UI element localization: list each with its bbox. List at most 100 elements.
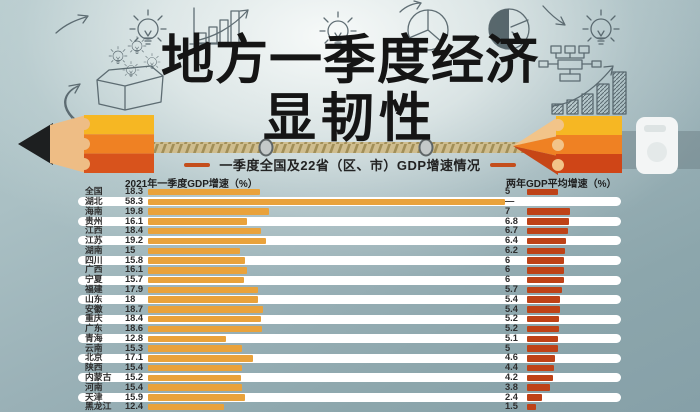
page-title-line2: 显韧性: [263, 89, 437, 148]
row-highlight-pill: [78, 353, 621, 363]
q1-bar: [148, 218, 247, 225]
province-label: 青海: [85, 332, 103, 343]
q1-bar: [148, 394, 246, 401]
chart-row: 安徽 18.7 5.4: [0, 303, 700, 315]
two-year-value-label: 2.4: [505, 391, 518, 402]
two-year-bar: [527, 316, 559, 323]
two-year-value-label: 5: [505, 342, 511, 353]
q1-value-label: 15.4: [125, 362, 144, 373]
two-year-bar: [527, 355, 556, 362]
province-label: 福建: [85, 284, 103, 294]
q1-value-label: 17.9: [125, 284, 144, 294]
row-highlight-pill: [78, 314, 621, 324]
two-year-value-label: 6: [505, 274, 511, 285]
q1-bar: [148, 355, 253, 362]
two-year-bar: [527, 286, 562, 294]
right-column-header: 两年GDP平均增速（%）: [506, 179, 617, 190]
subtitle: 一季度全国及22省（区、市）GDP增速情况: [219, 158, 481, 173]
chart-row: 黑龙江 12.4 1.5: [0, 402, 700, 412]
rope-graphic: [148, 138, 532, 157]
q1-bar: [148, 325, 263, 333]
chart-row: 福建 17.9 5.7: [0, 284, 700, 295]
q1-bar: [148, 237, 266, 245]
curved-arrow-icon: [542, 5, 566, 26]
chart-row: 广西 16.1 6: [0, 265, 700, 275]
q1-value-label: 18.4: [125, 313, 144, 324]
two-year-value-label: 6.7: [505, 225, 518, 236]
row-highlight-pill: [78, 392, 621, 402]
two-year-bar: [527, 296, 561, 303]
q1-bar: [148, 296, 259, 303]
two-year-bar: [527, 208, 570, 215]
q1-value-label: 16.1: [125, 215, 144, 226]
q1-bar: [148, 208, 270, 215]
flowchart-icon: [538, 45, 602, 82]
province-label: 陕西: [85, 362, 103, 373]
two-year-bar: [527, 218, 569, 225]
two-year-bar: [527, 276, 564, 284]
two-year-value-label: 5: [505, 186, 511, 197]
chart-row: 山东 18 5.4: [0, 293, 700, 305]
province-label: 河南: [85, 381, 103, 392]
two-year-value-label: 6.2: [505, 244, 518, 255]
chart-row: 河南 15.4 3.8: [0, 381, 700, 393]
q1-bar: [148, 257, 245, 264]
chart-row: 广东 18.6 5.2: [0, 323, 700, 334]
chart-row: 天津 15.9 2.4: [0, 391, 700, 403]
q1-bar: [148, 198, 506, 206]
q1-value-label: 19.8: [125, 205, 144, 216]
hatched-bars-icon: [551, 65, 627, 115]
q1-value-label: 15.9: [125, 391, 144, 402]
row-highlight-pill: [78, 236, 621, 246]
two-year-value-label: 5.4: [505, 303, 518, 314]
two-year-value-label: 5.2: [505, 313, 518, 324]
q1-value-label: 12.4: [125, 401, 144, 412]
province-label: 江西: [85, 225, 103, 236]
q1-bar: [148, 316, 261, 323]
province-label: 湖北: [85, 195, 103, 206]
province-label: 云南: [85, 342, 103, 353]
province-label: 江苏: [85, 235, 103, 246]
row-highlight-pill: [78, 256, 621, 265]
correction-tape-graphic: [636, 117, 678, 174]
page-title-line1: 地方一季度经济: [161, 31, 539, 90]
subtitle-right-dash: [489, 162, 516, 167]
q1-value-label: 58.3: [125, 195, 144, 206]
q1-bar: [148, 384, 243, 391]
two-year-value-label: 4.2: [505, 372, 518, 383]
q1-value-label: 18.6: [125, 323, 144, 334]
chart-row: 全国 18.3 5: [0, 186, 700, 197]
q1-bar: [148, 276, 245, 284]
province-label: 北京: [85, 352, 103, 363]
chart-row: 湖北 58.3 —: [0, 195, 700, 207]
two-year-value-label: 1.5: [505, 401, 518, 412]
q1-value-label: 17.1: [125, 352, 144, 363]
q1-value-label: 15.2: [125, 372, 144, 383]
two-year-value-label: 4.6: [505, 352, 518, 363]
left-column-header: 2021年一季度GDP增速（%）: [125, 179, 258, 190]
chart-row: 江苏 19.2 6.4: [0, 235, 700, 246]
province-label: 天津: [85, 391, 103, 402]
swoosh-arrow-icon: [64, 83, 81, 121]
q1-bar: [148, 286, 258, 294]
row-highlight-pill: [78, 216, 621, 226]
chart-row: 江西 18.4 6.7: [0, 226, 700, 236]
q1-bar: [148, 345, 242, 352]
two-year-bar: [527, 188, 558, 196]
two-year-bar: [527, 247, 565, 254]
q1-bar: [148, 247, 240, 254]
province-label: 山东: [85, 293, 103, 304]
two-year-value-label: 7: [505, 205, 511, 216]
chart-row: 海南 19.8 7: [0, 205, 700, 217]
two-year-bar: [527, 257, 564, 264]
growth-chart-doodle-icon: [189, 7, 253, 49]
q1-value-label: 18.4: [125, 225, 144, 236]
q1-value-label: 15.7: [125, 274, 144, 285]
chart-row: 云南 15.3 5: [0, 342, 700, 354]
province-label: 四川: [85, 254, 103, 265]
two-year-value-label: 5.4: [505, 293, 518, 304]
pencil-left-graphic: [18, 115, 154, 173]
two-year-bar: [527, 306, 561, 313]
two-year-bar: [527, 404, 537, 411]
